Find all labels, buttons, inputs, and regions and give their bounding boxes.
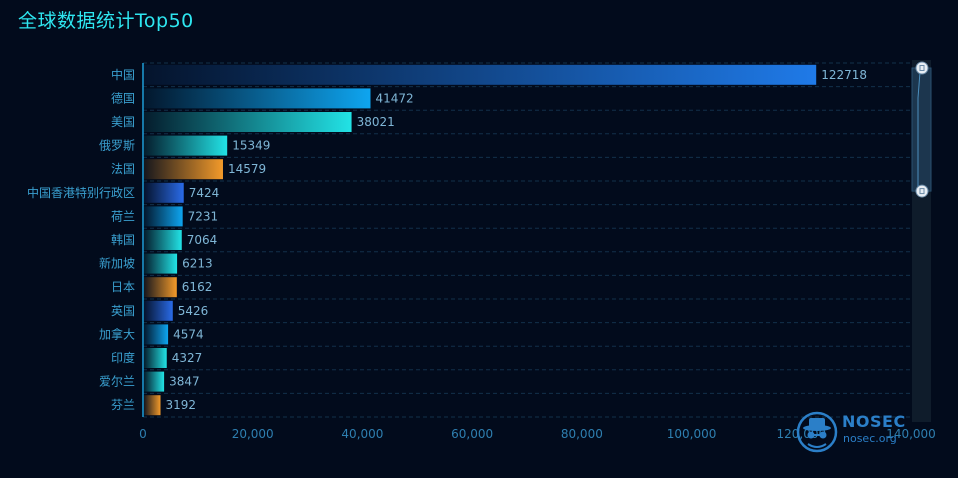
- category-label: 荷兰: [111, 209, 135, 223]
- value-label: 122718: [821, 68, 867, 82]
- zoom-handle-grip-icon: [919, 188, 925, 195]
- category-label: 法国: [111, 162, 135, 176]
- category-label: 日本: [111, 280, 135, 294]
- bar[interactable]: [144, 64, 817, 85]
- x-tick-label: 40,000: [341, 427, 383, 441]
- zoom-handle[interactable]: [915, 61, 929, 75]
- value-label: 5426: [178, 304, 209, 318]
- grid-lines: [143, 62, 911, 418]
- bar[interactable]: [144, 135, 228, 156]
- bar[interactable]: [144, 230, 182, 250]
- category-label: 印度: [111, 350, 135, 365]
- labels: 中国 122718 德国 41472 美国 38021 俄罗斯 15349 法国 14579 中国香…: [27, 67, 867, 412]
- zoom-handle[interactable]: [915, 184, 929, 198]
- category-label: 中国: [111, 67, 135, 82]
- x-axis-ticks: 0 20,000 40,000 60,000 80,000 100,000 120,000 1…: [139, 427, 936, 441]
- value-label: 4574: [173, 327, 204, 341]
- category-label: 德国: [111, 90, 135, 105]
- value-label: 4327: [172, 351, 203, 365]
- value-label: 7064: [187, 233, 218, 247]
- bar[interactable]: [144, 348, 167, 368]
- category-label: 美国: [111, 115, 135, 129]
- category-label: 爱尔兰: [99, 374, 135, 389]
- bar[interactable]: [144, 395, 161, 416]
- watermark-domain: nosec.org: [843, 432, 897, 445]
- bar[interactable]: [144, 324, 169, 345]
- bar[interactable]: [144, 253, 178, 274]
- category-label: 韩国: [111, 232, 135, 247]
- bar[interactable]: [144, 159, 223, 180]
- zoom-handle-grip-icon: [919, 65, 925, 71]
- bar[interactable]: [144, 206, 183, 227]
- watermark-name: NOSEC: [842, 412, 906, 431]
- x-tick-label: 80,000: [561, 427, 603, 441]
- bar[interactable]: [144, 277, 177, 298]
- value-label: 14579: [228, 162, 266, 176]
- bar[interactable]: [144, 300, 173, 321]
- category-label: 加拿大: [99, 326, 135, 341]
- value-label: 7424: [189, 186, 220, 200]
- x-tick-label: 20,000: [232, 427, 274, 441]
- value-label: 41472: [376, 91, 414, 105]
- hat-spy-logo-icon: [796, 411, 838, 453]
- value-label: 6162: [182, 280, 213, 294]
- value-label: 3847: [169, 375, 200, 389]
- category-label: 英国: [111, 304, 135, 318]
- zoom-selection[interactable]: [911, 67, 932, 192]
- category-label: 新加坡: [99, 256, 135, 271]
- x-tick-label: 100,000: [667, 427, 717, 441]
- x-tick-label: 140,000: [886, 427, 936, 441]
- category-label: 芬兰: [111, 398, 135, 412]
- bar[interactable]: [144, 182, 184, 203]
- watermark: NOSEC nosec.org: [796, 410, 914, 456]
- bar[interactable]: [144, 371, 165, 392]
- category-label: 中国香港特别行政区: [27, 185, 135, 200]
- x-tick-label: 60,000: [451, 427, 493, 441]
- value-label: 15349: [232, 139, 270, 153]
- bar[interactable]: [144, 88, 371, 109]
- data-zoom-slider[interactable]: [911, 60, 932, 422]
- bars: [144, 64, 817, 416]
- value-label: 6213: [182, 257, 213, 271]
- x-tick-label: 0: [139, 427, 147, 441]
- value-label: 3192: [166, 398, 197, 412]
- value-label: 38021: [357, 115, 395, 129]
- value-label: 7231: [188, 209, 219, 223]
- category-label: 俄罗斯: [99, 139, 135, 153]
- bar[interactable]: [144, 112, 352, 132]
- zoom-preview-line: [917, 71, 921, 192]
- chart-title: 全球数据统计Top50: [18, 10, 194, 32]
